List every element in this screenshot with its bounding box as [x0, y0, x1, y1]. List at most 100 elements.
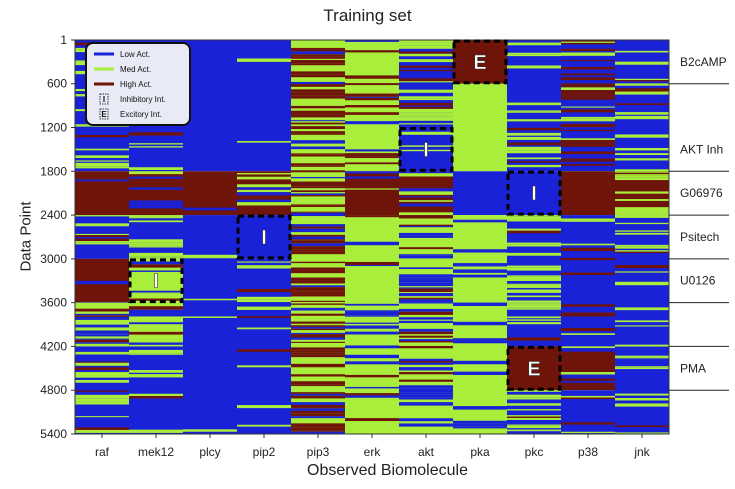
intervention-box — [236, 214, 292, 260]
heatmap-stripe — [399, 331, 454, 335]
heatmap-stripe — [237, 173, 292, 175]
heatmap-stripe — [561, 304, 616, 307]
heatmap-stripe — [129, 242, 184, 245]
heatmap-stripe — [291, 153, 346, 155]
heatmap-stripe — [291, 291, 346, 294]
heatmap-stripe — [129, 202, 184, 206]
heatmap-stripe — [75, 334, 130, 337]
heatmap-stripe — [291, 212, 346, 217]
heatmap-stripe — [75, 330, 130, 334]
heatmap-stripe — [615, 158, 669, 161]
heatmap-stripe — [291, 131, 346, 134]
heatmap-stripe — [345, 162, 400, 165]
y-tick-label: 1 — [60, 33, 67, 47]
heatmap-stripe — [561, 143, 616, 147]
heatmap-stripe — [561, 142, 616, 144]
heatmap-stripe — [183, 298, 238, 301]
intervention-letter: E — [527, 358, 540, 380]
heatmap-stripe — [453, 360, 508, 365]
heatmap-stripe — [561, 42, 616, 45]
heatmap-stripe — [399, 78, 454, 82]
y-tick-label: 600 — [47, 77, 67, 91]
heatmap-stripe — [291, 404, 346, 408]
heatmap-stripe — [507, 303, 562, 305]
heatmap-stripe — [399, 308, 454, 312]
legend-label: High Act. — [120, 80, 152, 89]
legend-glyph-box — [99, 108, 109, 120]
heatmap-stripe — [345, 112, 400, 115]
x-tick-label: pip2 — [253, 445, 276, 459]
heatmap-stripe — [291, 413, 346, 417]
heatmap-stripe — [615, 264, 669, 269]
heatmap-stripe — [237, 306, 292, 310]
heatmap-stripe — [129, 252, 184, 257]
heatmap-stripe — [507, 415, 562, 417]
heatmap-stripe — [507, 267, 562, 271]
y-tick-label: 2400 — [40, 208, 67, 222]
heatmap-stripe — [291, 71, 346, 75]
x-tick-label: jnk — [633, 445, 650, 459]
heatmap-stripe — [615, 147, 669, 151]
heatmap-stripe — [291, 95, 346, 99]
heatmap-stripe — [615, 355, 669, 358]
heatmap-stripe — [399, 317, 454, 320]
heatmap-stripe — [291, 425, 346, 428]
heatmap-stripe — [129, 176, 184, 179]
heatmap-stripe — [75, 429, 130, 433]
heatmap-stripe — [615, 83, 669, 86]
heatmap-stripe — [561, 247, 616, 252]
heatmap-stripe — [399, 191, 454, 195]
intervention-letter: E — [473, 52, 486, 74]
heatmap-stripe — [237, 199, 292, 203]
heatmap-stripe — [561, 93, 616, 97]
heatmap-block — [345, 215, 400, 434]
heatmap-stripe — [237, 184, 292, 188]
heatmap-stripe — [237, 140, 292, 143]
heatmap-stripe — [129, 264, 184, 268]
heatmap-stripe — [561, 116, 616, 119]
heatmap-stripe — [291, 240, 346, 244]
heatmap-stripe — [399, 402, 454, 406]
heatmap-stripe — [507, 65, 562, 69]
heatmap-stripe — [291, 204, 346, 206]
heatmap-stripe — [291, 277, 346, 281]
heatmap-stripe — [561, 374, 616, 377]
heatmap-stripe — [237, 405, 292, 409]
heatmap-stripe — [561, 139, 616, 143]
heatmap-stripe — [291, 251, 346, 255]
heatmap-stripe — [291, 140, 346, 144]
heatmap-stripe — [237, 365, 292, 368]
heatmap-stripe — [615, 398, 669, 401]
heatmap-stripe — [129, 429, 184, 433]
heatmap-stripe — [129, 370, 184, 373]
heatmap-stripe — [399, 108, 454, 113]
heatmap-stripe — [345, 121, 400, 125]
heatmap-stripe — [75, 233, 130, 236]
heatmap-stripe — [507, 244, 562, 247]
heatmap-stripe — [345, 354, 400, 359]
heatmap-stripe — [399, 277, 454, 280]
heatmap-stripe — [291, 363, 346, 368]
heatmap-stripe — [615, 367, 669, 370]
heatmap-stripe — [561, 158, 616, 161]
heatmap-stripe — [507, 228, 562, 231]
heatmap-stripe — [291, 59, 346, 64]
heatmap-stripe — [291, 249, 346, 252]
heatmap-stripe — [291, 384, 346, 387]
heatmap-stripe — [237, 176, 292, 180]
heatmap-stripe — [615, 425, 669, 428]
heatmap-stripe — [399, 96, 454, 99]
legend-glyph-box — [99, 93, 109, 105]
heatmap-stripe — [291, 193, 346, 196]
heatmap-stripe — [615, 115, 669, 120]
heatmap-stripe — [129, 143, 184, 145]
heatmap-stripe — [291, 393, 346, 396]
heatmap-stripe — [291, 267, 346, 271]
heatmap-stripe — [399, 42, 454, 46]
heatmap-stripe — [345, 311, 400, 316]
heatmap-stripe — [291, 381, 346, 385]
heatmap-stripe — [561, 40, 616, 42]
heatmap-stripe — [345, 97, 400, 101]
condition-label: PMA — [680, 361, 706, 375]
heatmap-stripe — [75, 166, 130, 169]
